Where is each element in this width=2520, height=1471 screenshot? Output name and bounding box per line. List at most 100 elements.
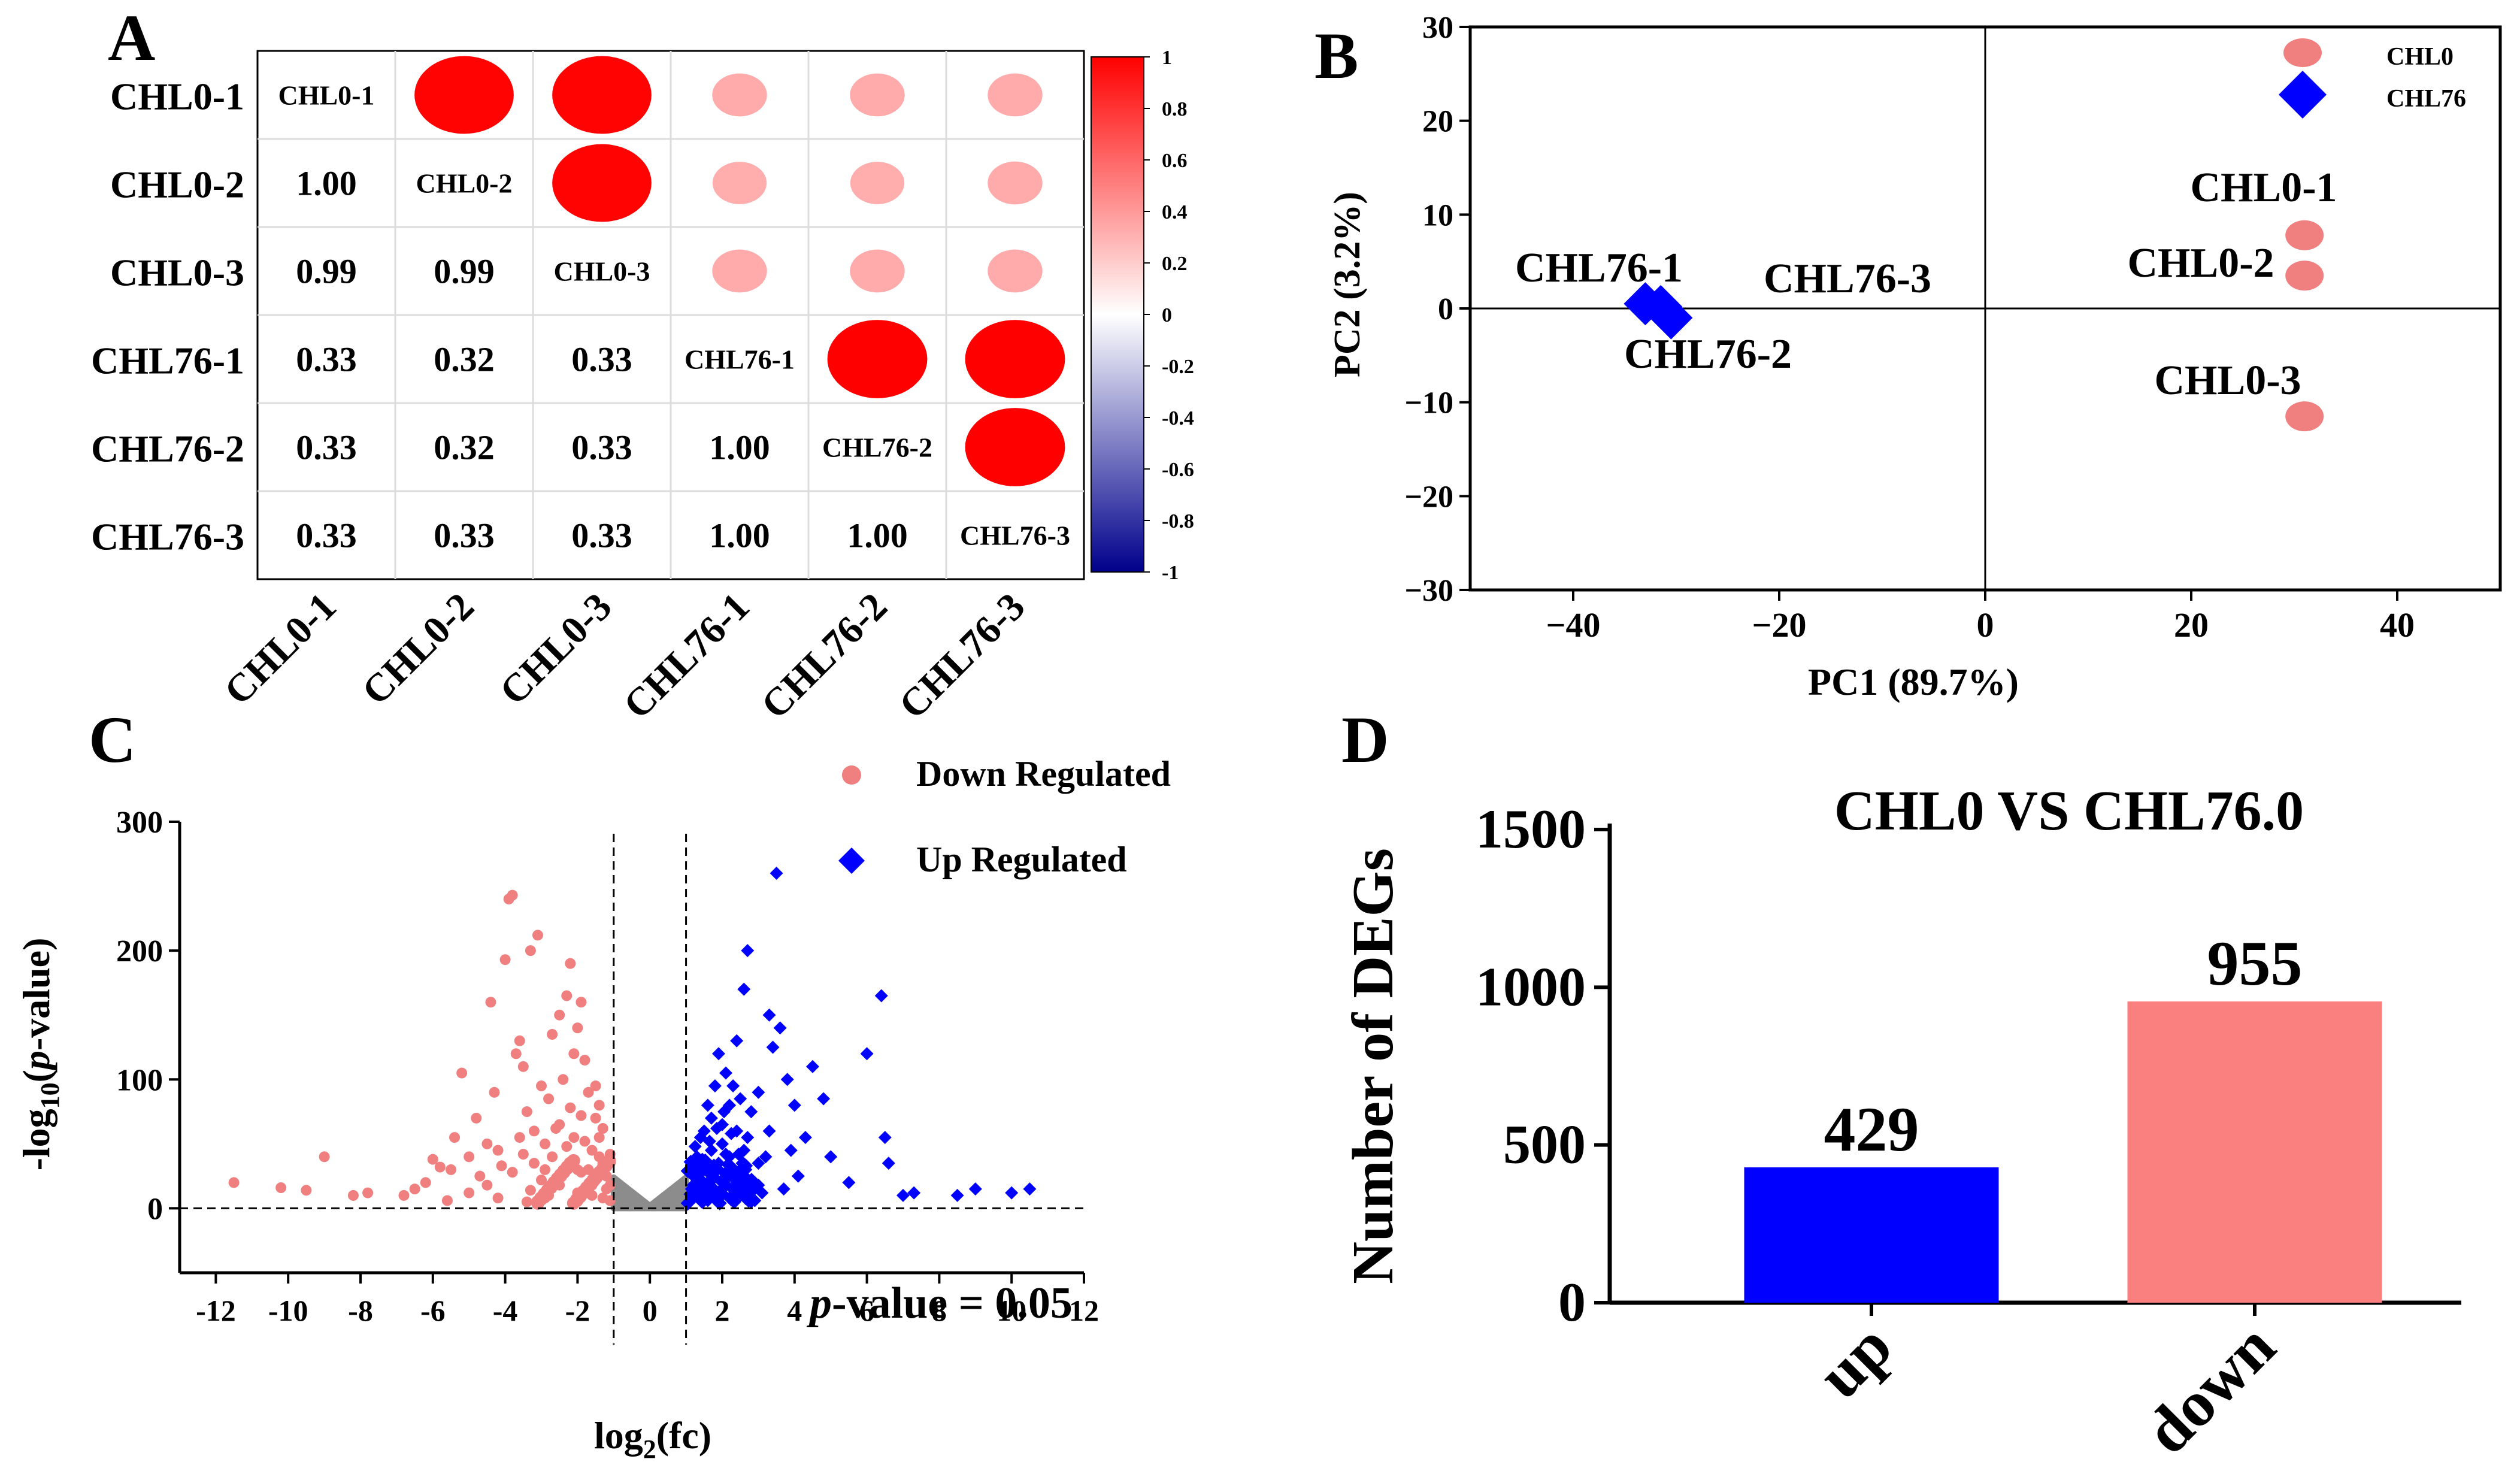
panel-c-volcano-plot: -12 -10 -8 -6 -4 -2 0 2 4 6 8 10 123002001000log2(fc… bbox=[15, 754, 1171, 1464]
pca-x-tick-label: 20 bbox=[2174, 606, 2209, 644]
bar-y-axis-label: Number of DEGs bbox=[1341, 848, 1406, 1284]
heatmap-cell-value: 0.32 bbox=[434, 340, 495, 379]
pca-legend-marker-chl76 bbox=[2279, 71, 2327, 119]
volcano-down-point bbox=[485, 997, 496, 1008]
volcano-down-point bbox=[507, 889, 518, 901]
volcano-x-tick-label: -4 bbox=[493, 1294, 518, 1327]
volcano-x-tick-label: -8 bbox=[348, 1294, 373, 1327]
colorbar-tick-label: 0.4 bbox=[1162, 201, 1188, 223]
bar-y-tick-label: 1000 bbox=[1476, 956, 1586, 1017]
volcano-down-point bbox=[525, 945, 536, 957]
volcano-down-point bbox=[474, 1170, 486, 1182]
volcano-up-point bbox=[734, 1092, 747, 1106]
volcano-up-point bbox=[704, 1111, 718, 1125]
volcano-up-point bbox=[711, 1047, 725, 1061]
heatmap-row-label: CHL76-2 bbox=[91, 428, 244, 470]
volcano-down-point bbox=[409, 1184, 420, 1195]
volcano-legend-label-up: Up Regulated bbox=[916, 840, 1127, 879]
volcano-down-point bbox=[543, 1093, 555, 1104]
heatmap-cell-value: 0.33 bbox=[296, 428, 357, 467]
colorbar-tick-label: 0.2 bbox=[1162, 253, 1188, 275]
pca-point-chl0 bbox=[2285, 401, 2324, 432]
volcano-up-point bbox=[777, 1182, 790, 1196]
volcano-down-point bbox=[597, 1123, 608, 1134]
volcano-down-point bbox=[583, 1086, 594, 1098]
volcano-y-tick-label: 100 bbox=[116, 1063, 163, 1097]
volcano-x-tick-label: -12 bbox=[196, 1294, 236, 1327]
volcano-threshold-annotation-rest: -value = 0.05 bbox=[832, 1279, 1073, 1328]
volcano-x-tick-label: 10 bbox=[997, 1294, 1026, 1327]
heatmap-diagonal-label: CHL76-1 bbox=[684, 344, 795, 375]
panel-letter-d: D bbox=[1341, 703, 1389, 776]
pca-point-label: CHL76-2 bbox=[1624, 331, 1792, 377]
pca-legend-label-chl0: CHL0 bbox=[2386, 43, 2454, 71]
volcano-down-point bbox=[489, 1086, 500, 1098]
volcano-up-point bbox=[723, 1191, 737, 1205]
volcano-down-point bbox=[590, 1112, 601, 1124]
volcano-up-point bbox=[842, 1176, 856, 1189]
volcano-down-point bbox=[576, 997, 587, 1008]
pca-y-tick-label: 30 bbox=[1422, 11, 1453, 45]
pca-point-chl76 bbox=[1639, 284, 1683, 328]
volcano-down-point bbox=[536, 1175, 547, 1186]
volcano-down-point bbox=[536, 1080, 547, 1092]
pca-point-label: CHL0-3 bbox=[2155, 358, 2301, 404]
volcano-legend-label-down: Down Regulated bbox=[916, 754, 1171, 794]
volcano-down-point bbox=[521, 1196, 532, 1207]
volcano-down-point bbox=[547, 1151, 558, 1163]
volcano-down-point bbox=[554, 1179, 565, 1191]
bar-down bbox=[2127, 1001, 2382, 1303]
volcano-up-point bbox=[950, 1188, 964, 1202]
heatmap-diagonal-label: CHL0-3 bbox=[554, 256, 650, 287]
volcano-down-point bbox=[561, 990, 573, 1001]
volcano-down-point bbox=[481, 1179, 493, 1191]
volcano-x-tick-label: 0 bbox=[643, 1294, 658, 1327]
heatmap-row-label: CHL76-3 bbox=[91, 516, 244, 558]
heatmap-cell-circle bbox=[712, 162, 767, 204]
volcano-up-point bbox=[759, 1150, 773, 1164]
volcano-down-point bbox=[228, 1177, 240, 1188]
heatmap-cell-circle bbox=[988, 249, 1043, 293]
volcano-up-point bbox=[695, 1152, 709, 1166]
heatmap-cell-value: 0.33 bbox=[571, 516, 632, 555]
volcano-x-tick-label: -10 bbox=[268, 1294, 308, 1327]
volcano-up-point bbox=[907, 1186, 921, 1200]
volcano-y-axis-label-italic: p bbox=[15, 1051, 57, 1073]
volcano-down-point bbox=[319, 1151, 330, 1163]
volcano-up-point bbox=[719, 1066, 733, 1080]
volcano-up-point bbox=[737, 982, 751, 996]
heatmap-cell-value: 0.32 bbox=[434, 428, 495, 467]
colorbar-tick-label: 1 bbox=[1162, 47, 1172, 69]
volcano-down-point bbox=[521, 1106, 532, 1118]
heatmap-cell-circle bbox=[712, 249, 767, 293]
heatmap-cell-value: 0.99 bbox=[434, 252, 495, 291]
volcano-down-point bbox=[579, 1055, 590, 1066]
volcano-down-point bbox=[492, 1192, 504, 1204]
heatmap-row-label: CHL76-1 bbox=[91, 340, 244, 382]
volcano-up-point bbox=[725, 1127, 738, 1140]
volcano-up-point bbox=[784, 1143, 798, 1157]
volcano-down-point bbox=[604, 1149, 616, 1160]
heatmap-cell-circle bbox=[827, 320, 928, 398]
volcano-down-point bbox=[593, 1100, 605, 1111]
pca-y-tick-label: −20 bbox=[1404, 480, 1453, 514]
volcano-up-point bbox=[788, 1098, 801, 1112]
volcano-y-axis-label: -log10(p-value) bbox=[15, 938, 65, 1171]
panel-letter-a: A bbox=[108, 1, 155, 74]
heatmap-col-label: CHL0-2 bbox=[354, 585, 483, 713]
bar-up bbox=[1744, 1167, 1999, 1303]
volcano-down-point bbox=[517, 1149, 529, 1160]
heatmap-cell-value: 1.00 bbox=[709, 516, 770, 555]
pca-point-label: CHL76-3 bbox=[1764, 256, 1931, 302]
heatmap-cell-value: 1.00 bbox=[296, 164, 357, 203]
pca-y-tick-label: 0 bbox=[1438, 292, 1453, 326]
volcano-down-point bbox=[568, 1132, 580, 1143]
volcano-up-point bbox=[874, 989, 888, 1003]
volcano-up-point bbox=[702, 1134, 716, 1148]
volcano-up-point bbox=[716, 1137, 729, 1151]
volcano-up-point bbox=[762, 1008, 776, 1022]
panel-letters: A B C D bbox=[89, 1, 1389, 776]
panel-a-correlation-heatmap: CHL0-1 1.00 CHL0-2 0.99 0.99 CHL0-3 0.33 0.32 0.… bbox=[91, 47, 1194, 727]
volcano-up-point bbox=[697, 1186, 711, 1200]
bar-chart-title: CHL0 VS CHL76.0 bbox=[1834, 780, 2304, 842]
